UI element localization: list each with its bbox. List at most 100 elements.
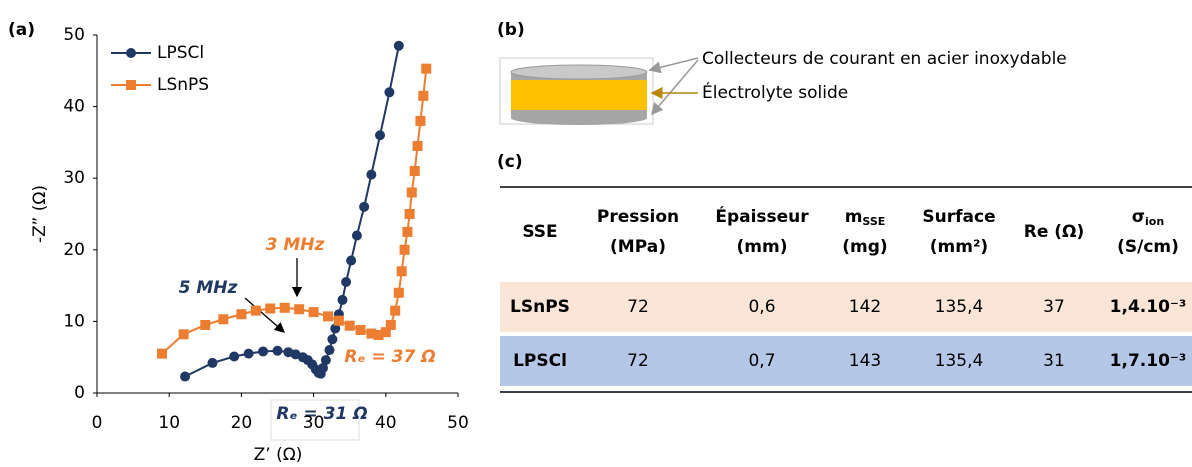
marker <box>393 287 404 298</box>
marker <box>323 311 334 322</box>
header-sub: SSE <box>862 215 885 228</box>
marker <box>396 266 407 277</box>
electrolyte <box>511 80 647 110</box>
marker <box>218 314 229 325</box>
marker <box>406 187 417 198</box>
marker <box>412 140 423 151</box>
annotation: Rₑ = 31 Ω <box>276 404 367 424</box>
annotation: Rₑ = 37 Ω <box>344 347 435 367</box>
marker <box>366 169 377 180</box>
marker <box>320 355 331 366</box>
marker <box>344 320 355 331</box>
arrow <box>244 297 285 333</box>
table-header: (mm²) <box>930 237 988 257</box>
y-tick-label: 40 <box>63 97 85 117</box>
table-cell: 142 <box>849 297 881 317</box>
plot <box>156 40 432 382</box>
table-cell: 72 <box>627 351 649 371</box>
collector-top <box>510 64 648 80</box>
marker <box>373 330 384 341</box>
arrow <box>648 57 699 74</box>
table-cell: 0,7 <box>748 351 775 371</box>
table-header: (S/cm) <box>1117 237 1179 257</box>
marker <box>330 323 341 334</box>
x-tick-label: 20 <box>231 413 253 433</box>
table-cell: 135,4 <box>935 351 984 371</box>
marker <box>341 277 352 288</box>
marker <box>415 115 426 126</box>
diagram-label: Électrolyte solide <box>702 81 848 103</box>
table-cell: 37 <box>1043 297 1065 317</box>
series-line <box>184 45 400 378</box>
marker <box>317 362 328 373</box>
marker <box>402 226 413 237</box>
marker <box>393 40 404 51</box>
table-header: mSSE <box>845 207 886 228</box>
marker <box>385 319 396 330</box>
marker <box>250 305 261 316</box>
marker <box>272 345 283 356</box>
marker <box>243 348 254 359</box>
table-row-bg <box>500 282 1192 332</box>
table-cell: 143 <box>849 351 881 371</box>
table-cell: 72 <box>627 297 649 317</box>
table-header: SSE <box>522 222 557 242</box>
marker <box>359 201 370 212</box>
marker <box>308 307 319 318</box>
marker <box>258 346 269 357</box>
table-cell: 135,4 <box>935 297 984 317</box>
table-cell: 31 <box>1043 351 1065 371</box>
panel-label: (c) <box>497 152 523 172</box>
table-cell: LPSCl <box>513 351 567 371</box>
marker <box>180 371 191 382</box>
table-header: Surface <box>922 207 995 227</box>
table-header: Pression <box>597 207 679 227</box>
y-tick-label: 30 <box>63 168 85 188</box>
marker <box>126 80 136 90</box>
marker <box>337 294 348 305</box>
table-cell: 0,6 <box>748 297 775 317</box>
y-tick-label: 10 <box>63 311 85 331</box>
marker <box>384 87 395 98</box>
marker <box>399 244 410 255</box>
annotation: 3 MHz <box>266 235 325 255</box>
marker <box>236 309 247 320</box>
table-row-bg <box>500 336 1192 386</box>
table-cell: LSnPS <box>510 297 570 317</box>
panel-label: (b) <box>497 20 525 40</box>
marker <box>200 319 211 330</box>
marker <box>421 63 432 74</box>
marker <box>265 303 276 314</box>
y-tick-label: 20 <box>63 240 85 260</box>
table-header: Épaisseur <box>715 205 809 227</box>
header-sub: ion <box>1145 215 1164 228</box>
marker <box>355 324 366 335</box>
table-cell: 1,7.10⁻³ <box>1110 351 1187 371</box>
marker <box>279 302 290 313</box>
marker <box>207 357 218 368</box>
marker <box>366 328 377 339</box>
table-header: σion <box>1132 207 1164 228</box>
legend-label: LSnPS <box>157 75 209 95</box>
x-axis-label: Z’ (Ω) <box>254 445 303 465</box>
y-tick-label: 0 <box>74 383 85 403</box>
annotation: 5 MHz <box>179 278 238 298</box>
y-tick-label: 50 <box>63 25 85 45</box>
marker <box>324 345 335 356</box>
marker <box>409 166 420 177</box>
table-header: (MPa) <box>610 237 666 257</box>
marker <box>294 304 305 315</box>
marker <box>380 327 391 338</box>
table-header: (mm) <box>737 237 788 257</box>
marker <box>178 329 189 340</box>
marker <box>418 90 429 101</box>
x-tick-label: 40 <box>375 413 397 433</box>
marker <box>346 255 357 266</box>
marker <box>333 315 344 326</box>
marker <box>327 334 338 345</box>
cell-diagram <box>499 57 654 125</box>
x-tick-label: 0 <box>92 413 103 433</box>
panel-label: (a) <box>8 20 35 40</box>
table-header: Re (Ω) <box>1024 222 1085 242</box>
